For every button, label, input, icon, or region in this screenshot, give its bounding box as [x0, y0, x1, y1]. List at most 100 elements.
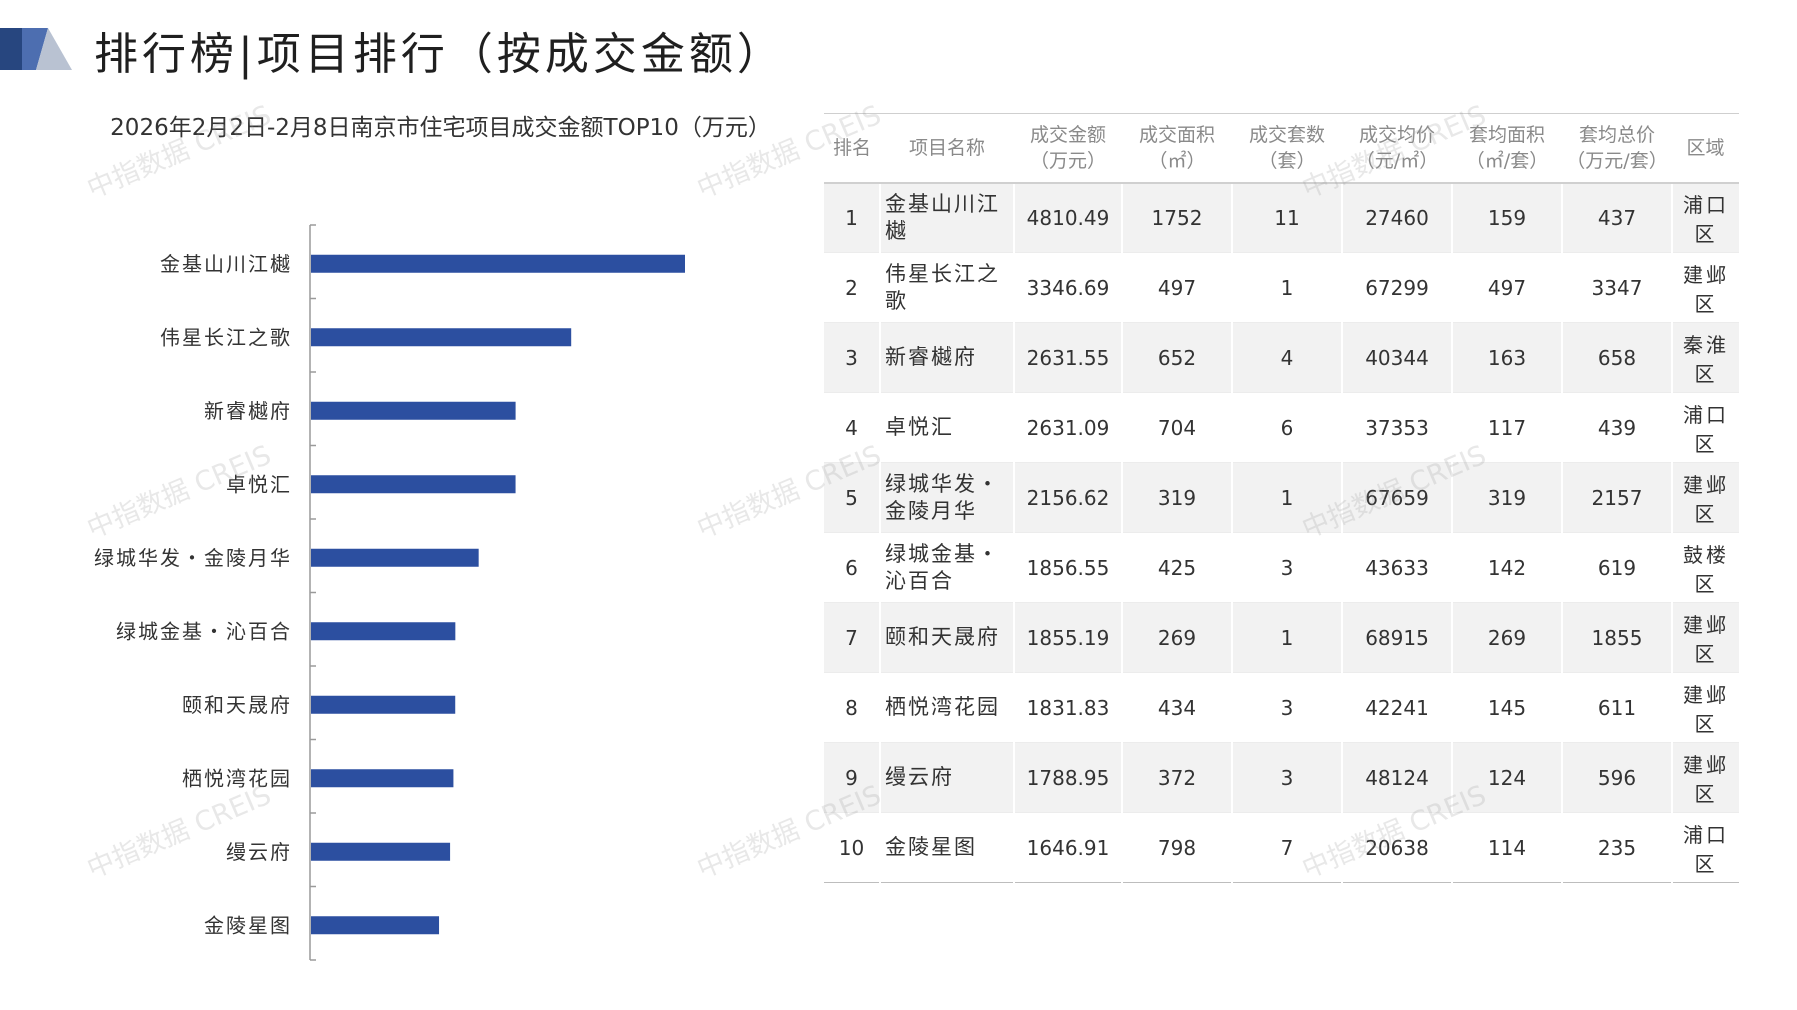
- bar: [311, 254, 685, 273]
- table-cell: 43633: [1341, 532, 1452, 603]
- bar: [311, 548, 479, 567]
- table-cell: 3: [1231, 532, 1342, 603]
- column-header: 成交均价 （元/㎡）: [1342, 113, 1452, 184]
- column-header: 排名: [824, 113, 880, 184]
- table-cell: 117: [1451, 392, 1562, 463]
- watermark: 中指数据 CREIS: [82, 99, 276, 205]
- table-cell: 42241: [1341, 672, 1452, 743]
- table-cell: 2631.09: [1013, 392, 1122, 463]
- table-cell: 1855.19: [1013, 602, 1122, 673]
- table-row: 4 卓悦汇 2631.09 704 6 37353 117 439 浦口区: [824, 392, 1739, 463]
- table-cell: 619: [1561, 532, 1672, 603]
- table-cell: 新睿樾府: [879, 322, 1014, 393]
- category-label: 伟星长江之歌: [160, 325, 292, 349]
- table-cell: 425: [1121, 532, 1232, 603]
- table-cell: 浦口区: [1671, 812, 1739, 883]
- table-cell: 9: [824, 742, 880, 813]
- page-title: 排行榜|项目排行（按成交金额）: [94, 29, 785, 80]
- category-label: 栖悦湾花园: [182, 766, 292, 790]
- table-cell: 建邺区: [1671, 462, 1739, 533]
- table-cell: 1831.83: [1013, 672, 1122, 743]
- table-cell: 497: [1451, 252, 1562, 323]
- table-cell: 596: [1561, 742, 1672, 813]
- chart-title: 2026年2月2日-2月8日南京市住宅项目成交金额TOP10（万元）: [110, 115, 771, 141]
- table-cell: 2157: [1561, 462, 1672, 533]
- table-cell: 1646.91: [1013, 812, 1122, 883]
- table-cell: 1752: [1121, 182, 1232, 253]
- table-cell: 绿城金基・沁百合: [879, 532, 1014, 603]
- table-cell: 浦口区: [1671, 182, 1739, 253]
- column-header: 成交金额 （万元）: [1014, 113, 1122, 184]
- table-cell: 3: [1231, 672, 1342, 743]
- table-cell: 建邺区: [1671, 742, 1739, 813]
- table-cell: 6: [845, 555, 858, 580]
- table-cell: 37353: [1341, 392, 1452, 463]
- table-cell: 3347: [1561, 252, 1672, 323]
- table-header-row: 排名 项目名称 成交金额 （万元） 成交面积 （㎡） 成交套数 （套） 成交均价 （元/㎡） 套均面…: [824, 113, 1739, 184]
- table-cell: 372: [1121, 742, 1232, 813]
- table-cell: 3: [1231, 742, 1342, 813]
- bar: [311, 842, 451, 861]
- table-cell: 建邺区: [1671, 672, 1739, 743]
- table-cell: 3: [824, 322, 880, 393]
- table-cell: 6: [1231, 392, 1342, 463]
- category-label: 颐和天晟府: [182, 693, 292, 717]
- column-header: 区域: [1672, 113, 1739, 184]
- table-cell: 68915: [1341, 602, 1452, 673]
- table-cell: 658: [1561, 322, 1672, 393]
- table-cell: 497: [1121, 252, 1232, 323]
- table-cell: 2: [845, 275, 858, 300]
- table-cell: 114: [1451, 812, 1562, 883]
- table-cell: 1: [1231, 602, 1342, 673]
- table-cell: 建邺区: [1671, 602, 1739, 673]
- table-cell: 4810.49: [1013, 182, 1122, 253]
- table-cell: 319: [1451, 462, 1562, 533]
- logo-dark-shape: [0, 28, 22, 70]
- column-header: 成交面积 （㎡）: [1122, 113, 1232, 184]
- table-cell: 10: [838, 835, 865, 860]
- table-cell: 金陵星图: [879, 812, 1014, 883]
- table-cell: 142: [1451, 532, 1562, 603]
- table-cell: 浦口区: [1671, 392, 1739, 463]
- bar: [311, 916, 440, 935]
- bar: [311, 769, 454, 788]
- column-header: 套均总价 （万元/套）: [1562, 113, 1672, 184]
- table-row: 9 缦云府 1788.95 372 3 48124 124 596 建邺区: [824, 742, 1739, 813]
- column-header: 项目名称: [880, 113, 1014, 184]
- table-cell: 4: [1231, 322, 1342, 393]
- table-cell: 437: [1561, 182, 1672, 253]
- table-cell: 145: [1451, 672, 1562, 743]
- column-header: 套均面积 （㎡/套）: [1452, 113, 1562, 184]
- table-row: 8 栖悦湾花园 1831.83 434 3 42241 145 611 建邺区: [824, 672, 1739, 743]
- table-cell: 48124: [1341, 742, 1452, 813]
- table-cell: 缦云府: [879, 742, 1014, 813]
- table-cell: 5: [824, 462, 880, 533]
- table-row: 10 金陵星图 1646.91 798 7 20638 114 235 浦口区: [824, 812, 1739, 883]
- table-cell: 1: [1231, 252, 1342, 323]
- table-body: 1 金基山川江樾 4810.49 1752 11 27460 159 437 浦口区 2 伟星长江之…: [824, 182, 1739, 883]
- table-cell: 秦淮区: [1671, 322, 1739, 393]
- bar: [311, 401, 516, 420]
- bar: [311, 475, 516, 494]
- table-cell: 伟星长江之歌: [879, 252, 1014, 323]
- table-cell: 67659: [1341, 462, 1452, 533]
- ranking-table: 排名 项目名称 成交金额 （万元） 成交面积 （㎡） 成交套数 （套） 成交均价 （元/㎡） 套均面…: [824, 113, 1739, 883]
- table-cell: 2156.62: [1013, 462, 1122, 533]
- table-cell: 652: [1121, 322, 1232, 393]
- table-row: 3 新睿樾府 2631.55 652 4 40344 163 658 秦淮区: [824, 322, 1739, 393]
- category-label: 缦云府: [226, 840, 292, 864]
- table-cell: 4: [845, 415, 858, 440]
- category-label: 金陵星图: [204, 913, 292, 937]
- table-cell: 11: [1231, 182, 1342, 253]
- category-label: 新睿樾府: [204, 399, 292, 423]
- table-cell: 1855: [1561, 602, 1672, 673]
- table-cell: 269: [1451, 602, 1562, 673]
- table-cell: 鼓楼区: [1671, 532, 1739, 603]
- table-cell: 卓悦汇: [879, 392, 1014, 463]
- bar: [311, 622, 456, 641]
- logo-mid-shape: [22, 28, 48, 70]
- table-cell: 611: [1561, 672, 1672, 743]
- table-cell: 27460: [1341, 182, 1452, 253]
- table-row: 7 颐和天晟府 1855.19 269 1 68915 269 1855 建邺区: [824, 602, 1739, 673]
- table-cell: 1: [1231, 462, 1342, 533]
